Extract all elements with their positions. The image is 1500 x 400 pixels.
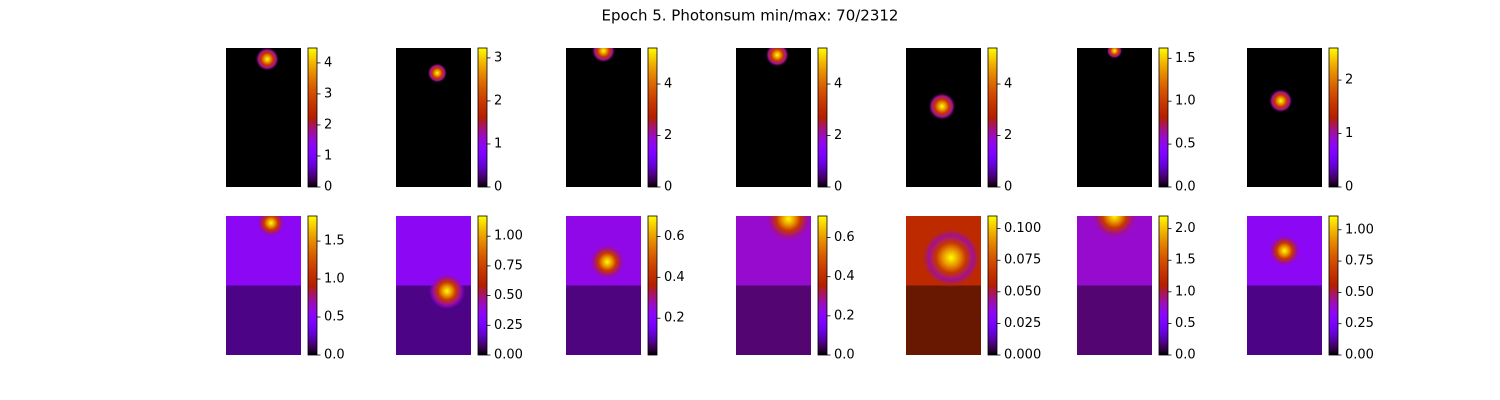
- colorbar: [817, 47, 828, 188]
- colorbar: [987, 215, 998, 356]
- heatmap-hotspot: [257, 216, 285, 237]
- colorbar: [1328, 215, 1339, 356]
- heatmap-hotspot: [591, 48, 616, 63]
- colorbar-tick-label: 0.0: [1175, 348, 1196, 363]
- colorbar-tick-label: 2: [494, 93, 502, 108]
- heatmap-background: [566, 48, 641, 187]
- colorbar-tick-label: 0.4: [664, 270, 685, 285]
- colorbar-tick-label: 0.025: [1004, 316, 1041, 331]
- heatmap-background: [566, 216, 641, 355]
- colorbar-tick-label: 4: [664, 77, 672, 92]
- colorbar-tick-label: 3: [494, 50, 502, 65]
- colorbar-tick-label: 0.25: [494, 318, 523, 333]
- colorbar-tick-label: 0.00: [494, 348, 523, 363]
- colorbar-tick-label: 0.100: [1004, 221, 1041, 236]
- heatmap-shade: [1077, 285, 1152, 355]
- colorbar-tick-label: 1.0: [1175, 94, 1196, 109]
- colorbar-tick-label: 1: [324, 148, 332, 163]
- colorbar-tick-label: 0: [664, 180, 672, 195]
- colorbar-tick-label: 0.2: [834, 308, 855, 323]
- colorbar-tick-label: 0: [1004, 180, 1012, 195]
- colorbar-tick-label: 3: [324, 86, 332, 101]
- heatmap-hotspot: [429, 273, 465, 310]
- colorbar-tick-label: 2: [834, 128, 842, 143]
- heatmap-shade: [736, 285, 811, 355]
- colorbar: [1158, 47, 1169, 188]
- colorbar-tick-label: 4: [834, 77, 842, 92]
- heatmap-hotspot: [1268, 234, 1301, 267]
- colorbar-tick-label: 0.075: [1004, 253, 1041, 268]
- colorbar-tick-label: 2: [664, 128, 672, 143]
- colorbar-tick-label: 2: [1345, 73, 1353, 88]
- colorbar: [987, 47, 998, 188]
- colorbar-tick-label: 1.5: [324, 234, 345, 249]
- heatmap-shade: [566, 285, 641, 355]
- colorbar-tick-label: 0.6: [664, 229, 685, 244]
- figure-title: Epoch 5. Photonsum min/max: 70/2312: [602, 7, 899, 25]
- heatmap-background: [226, 216, 301, 355]
- colorbar-tick-label: 1.0: [1175, 284, 1196, 299]
- colorbar-tick-label: 2: [1004, 128, 1012, 143]
- colorbar: [1158, 215, 1169, 356]
- heatmap-hotspot: [589, 243, 626, 280]
- colorbar-tick-label: 2.0: [1175, 221, 1196, 236]
- colorbar: [817, 215, 828, 356]
- heatmap-hotspot: [928, 92, 956, 121]
- heatmap-background: [226, 48, 301, 187]
- colorbar-tick-label: 1.00: [494, 229, 523, 244]
- colorbar-tick-label: 1.0: [324, 272, 345, 287]
- colorbar-tick-label: 0.000: [1004, 348, 1041, 363]
- colorbar-tick-label: 0.75: [494, 258, 523, 273]
- colorbar-tick-label: 1.5: [1175, 51, 1196, 66]
- colorbar-tick-label: 1: [1345, 126, 1353, 141]
- heatmap-shade: [226, 285, 301, 355]
- heatmap-background: [736, 48, 811, 187]
- colorbar-tick-label: 0.5: [1175, 137, 1196, 152]
- colorbar-tick-label: 4: [1004, 77, 1012, 92]
- heatmap-hotspot: [1090, 216, 1139, 240]
- colorbar: [307, 47, 318, 188]
- heatmap-background: [1077, 48, 1152, 187]
- colorbar-tick-label: 4: [324, 55, 332, 70]
- colorbar-tick-label: 0: [324, 180, 332, 195]
- colorbar-tick-label: 0.0: [324, 348, 345, 363]
- colorbar-tick-label: 0.0: [834, 348, 855, 363]
- colorbar-tick-label: 0.5: [1175, 316, 1196, 331]
- colorbar-tick-label: 0.75: [1345, 254, 1374, 269]
- colorbar-tick-label: 1.00: [1345, 222, 1374, 237]
- colorbar: [477, 215, 488, 356]
- colorbar-tick-label: 0.50: [494, 288, 523, 303]
- heatmap-hotspot: [921, 227, 981, 288]
- heatmap-hotspot: [1106, 48, 1123, 59]
- colorbar: [1328, 47, 1339, 188]
- colorbar-tick-label: 0.050: [1004, 284, 1041, 299]
- colorbar: [647, 215, 658, 356]
- colorbar-tick-label: 0.50: [1345, 285, 1374, 300]
- heatmap-hotspot: [765, 48, 790, 67]
- colorbar-tick-label: 0.6: [834, 230, 855, 245]
- heatmap-shade: [906, 285, 981, 355]
- colorbar-tick-label: 0.00: [1345, 348, 1374, 363]
- colorbar-tick-label: 0.4: [834, 269, 855, 284]
- colorbar-tick-label: 0: [494, 180, 502, 195]
- colorbar: [307, 215, 318, 356]
- heatmap-hotspot: [764, 216, 811, 243]
- colorbar-tick-label: 0.5: [324, 310, 345, 325]
- colorbar: [477, 47, 488, 188]
- heatmap-background: [1247, 48, 1322, 187]
- heatmap-hotspot: [1268, 88, 1293, 113]
- colorbar-tick-label: 2: [324, 117, 332, 132]
- heatmap-shade: [1247, 285, 1322, 355]
- colorbar-tick-label: 1: [494, 136, 502, 151]
- heatmap-hotspot: [427, 63, 448, 84]
- colorbar-tick-label: 0.25: [1345, 316, 1374, 331]
- colorbar: [647, 47, 658, 188]
- colorbar-tick-label: 0: [834, 180, 842, 195]
- colorbar-tick-label: 0: [1345, 180, 1353, 195]
- colorbar-tick-label: 0.2: [664, 311, 685, 326]
- colorbar-tick-label: 0.0: [1175, 180, 1196, 195]
- heatmap-hotspot: [255, 48, 280, 72]
- colorbar-tick-label: 1.5: [1175, 253, 1196, 268]
